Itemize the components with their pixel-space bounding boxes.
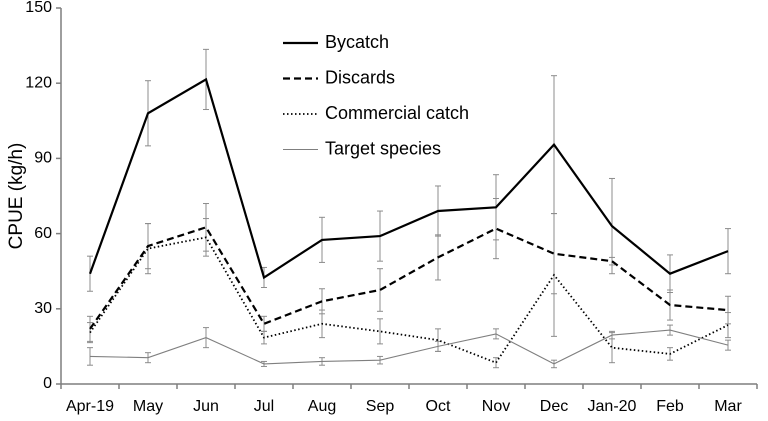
x-tick-label: Sep [366, 398, 395, 415]
y-tick-label: 0 [43, 375, 52, 392]
error-bar [377, 318, 383, 345]
legend-item: Discards [283, 67, 395, 87]
error-bar [145, 223, 151, 275]
x-tick-label: Apr-19 [66, 398, 114, 415]
legend-item: Target species [283, 138, 441, 158]
legend-label: Bycatch [325, 32, 389, 52]
y-tick-label: 150 [25, 0, 52, 16]
series-lines [88, 77, 729, 365]
error-bar [493, 357, 499, 369]
series-line-bycatch [88, 77, 729, 280]
y-tick-label: 120 [25, 74, 52, 91]
x-tick-label: May [133, 398, 163, 415]
x-tick-label: Feb [656, 398, 684, 415]
legend: Bycatch Discards Commercial catch Target sp… [283, 32, 469, 158]
legend-label: Commercial catch [325, 103, 469, 123]
x-tick-label: Mar [714, 398, 742, 415]
x-tick-label: Aug [308, 398, 336, 415]
legend-label: Discards [325, 67, 395, 87]
y-tick-label: 60 [34, 225, 52, 242]
error-bar [87, 255, 93, 292]
error-bars [87, 48, 731, 369]
error-bar [725, 339, 731, 351]
error-bar [725, 312, 731, 339]
error-bar [87, 322, 93, 344]
axes: 0 30 60 90 120 150 Apr-19 May Jun Jul Aug Sep Oct No… [25, 0, 758, 415]
series-line-discards [89, 225, 729, 330]
legend-label: Target species [325, 138, 441, 158]
legend-item: Commercial catch [283, 103, 469, 123]
series-line-target-species [89, 329, 729, 365]
x-tick-label: Jun [193, 398, 219, 415]
x-tick-label: Jan-20 [588, 398, 637, 415]
legend-item: Bycatch [283, 32, 389, 52]
y-tick-label: 90 [34, 150, 52, 167]
error-bar [493, 198, 499, 260]
y-ticks: 0 30 60 90 120 150 [25, 0, 61, 392]
series-line-commercial-catch [89, 236, 729, 364]
x-tick-label: Nov [482, 398, 510, 415]
x-tick-label: Jul [254, 398, 274, 415]
y-axis-title: CPUE (kg/h) [6, 143, 27, 250]
y-tick-label: 30 [34, 300, 52, 317]
x-ticks: Apr-19 May Jun Jul Aug Sep Oct Nov Dec Jan-20 Feb M… [60, 384, 758, 415]
error-bar [377, 268, 383, 312]
x-tick-label: Oct [426, 398, 451, 415]
error-bar [609, 256, 615, 266]
x-tick-label: Dec [540, 398, 568, 415]
